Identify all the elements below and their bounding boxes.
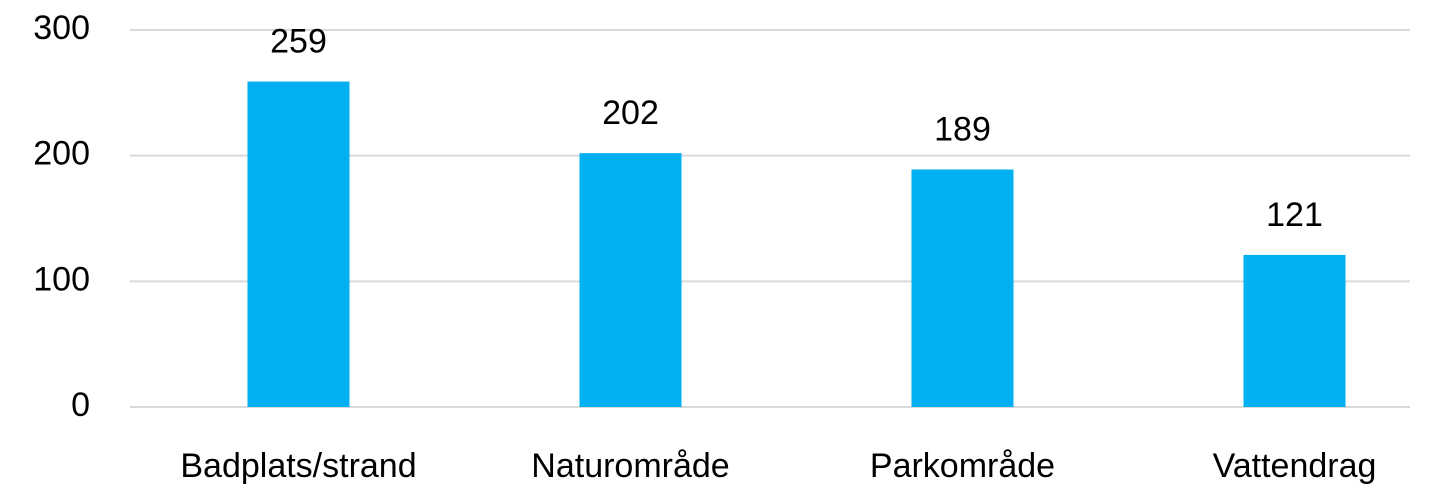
data-label: 189 [934,110,991,148]
x-tick-label: Vattendrag [1213,447,1377,485]
y-tick-label: 0 [71,386,90,424]
x-tick-label: Parkområde [870,447,1055,485]
y-tick-label: 100 [33,260,90,298]
bar [1243,254,1346,407]
data-label: 121 [1266,196,1323,234]
bar [911,169,1014,407]
x-tick-label: Naturområde [531,447,729,485]
data-label: 259 [270,23,327,61]
bar [247,81,350,408]
x-tick-label: Badplats/strand [180,447,416,485]
y-tick-label: 300 [33,9,90,47]
y-tick-label: 200 [33,135,90,173]
data-label: 202 [602,94,659,132]
bar [579,153,682,407]
